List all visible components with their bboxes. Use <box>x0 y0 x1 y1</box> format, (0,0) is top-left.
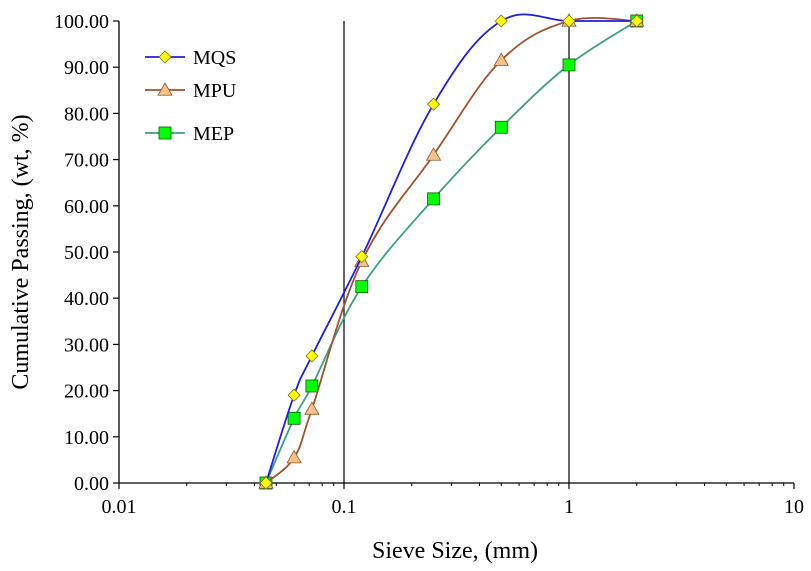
data-point-mqs <box>355 250 369 264</box>
x-axis-label: Sieve Size, (mm) <box>372 538 538 564</box>
data-point-mep <box>562 58 576 72</box>
data-point-mqs <box>426 97 441 111</box>
data-point-mep <box>287 411 301 425</box>
y-tick-label: 20.00 <box>64 381 109 403</box>
y-tick-label: 0.00 <box>74 473 109 495</box>
x-tick-label: 1 <box>564 496 574 518</box>
legend-label-mqs: MQS <box>193 47 236 69</box>
legend-item-mqs: MQS <box>145 47 236 69</box>
series-line-mpu <box>265 16 637 484</box>
y-tick-label: 80.00 <box>64 103 109 125</box>
x-tick-label: 10 <box>784 496 804 518</box>
legend-label-mpu: MPU <box>193 80 237 102</box>
x-tick-label: 0.1 <box>332 496 357 518</box>
legend-marker-mep <box>158 126 172 140</box>
data-point-mqs <box>305 349 319 363</box>
data-point-mpu <box>286 449 302 464</box>
data-point-mep <box>494 120 508 134</box>
y-tick-label: 70.00 <box>64 150 109 172</box>
legend-item-mep: MEP <box>145 123 234 145</box>
series-mqs <box>259 13 644 490</box>
legend-marker-mqs <box>158 50 172 64</box>
tick-labels-group: 0.00 10.00 20.00 30.00 40.00 50.00 60.00 70.00 8… <box>54 11 804 518</box>
y-tick-label: 90.00 <box>64 57 109 79</box>
data-point-mqs <box>562 14 576 28</box>
data-point-mep <box>305 379 319 393</box>
data-point-mqs <box>630 14 644 28</box>
data-point-mqs <box>259 476 273 490</box>
series-line-mep <box>265 20 638 484</box>
legend: MQS MPU MEP <box>145 47 237 145</box>
legend-marker-mpu <box>157 82 173 96</box>
series-mep <box>259 14 644 490</box>
series-mpu <box>258 13 645 489</box>
data-point-mpu <box>304 401 320 415</box>
data-point-mep <box>427 192 440 206</box>
data-point-mpu <box>425 147 442 161</box>
series-group <box>258 13 645 490</box>
data-point-mep <box>355 280 369 294</box>
gridlines-group <box>343 21 570 483</box>
y-axis-label: Cumulative Passing, (wt, %) <box>8 114 34 389</box>
y-tick-label: 60.00 <box>64 196 109 218</box>
y-tick-label: 30.00 <box>64 334 109 356</box>
series-line-mqs <box>265 13 637 484</box>
legend-item-mpu: MPU <box>145 80 237 102</box>
y-tick-label: 100.00 <box>54 11 109 33</box>
y-tick-label: 10.00 <box>64 427 109 449</box>
legend-label-mep: MEP <box>193 123 234 145</box>
data-point-mqs <box>287 388 301 402</box>
y-tick-label: 50.00 <box>64 242 109 264</box>
data-point-mqs <box>494 14 508 28</box>
y-tick-label: 40.00 <box>64 288 109 310</box>
x-tick-label: 0.01 <box>102 496 137 518</box>
data-point-mpu <box>493 52 509 66</box>
